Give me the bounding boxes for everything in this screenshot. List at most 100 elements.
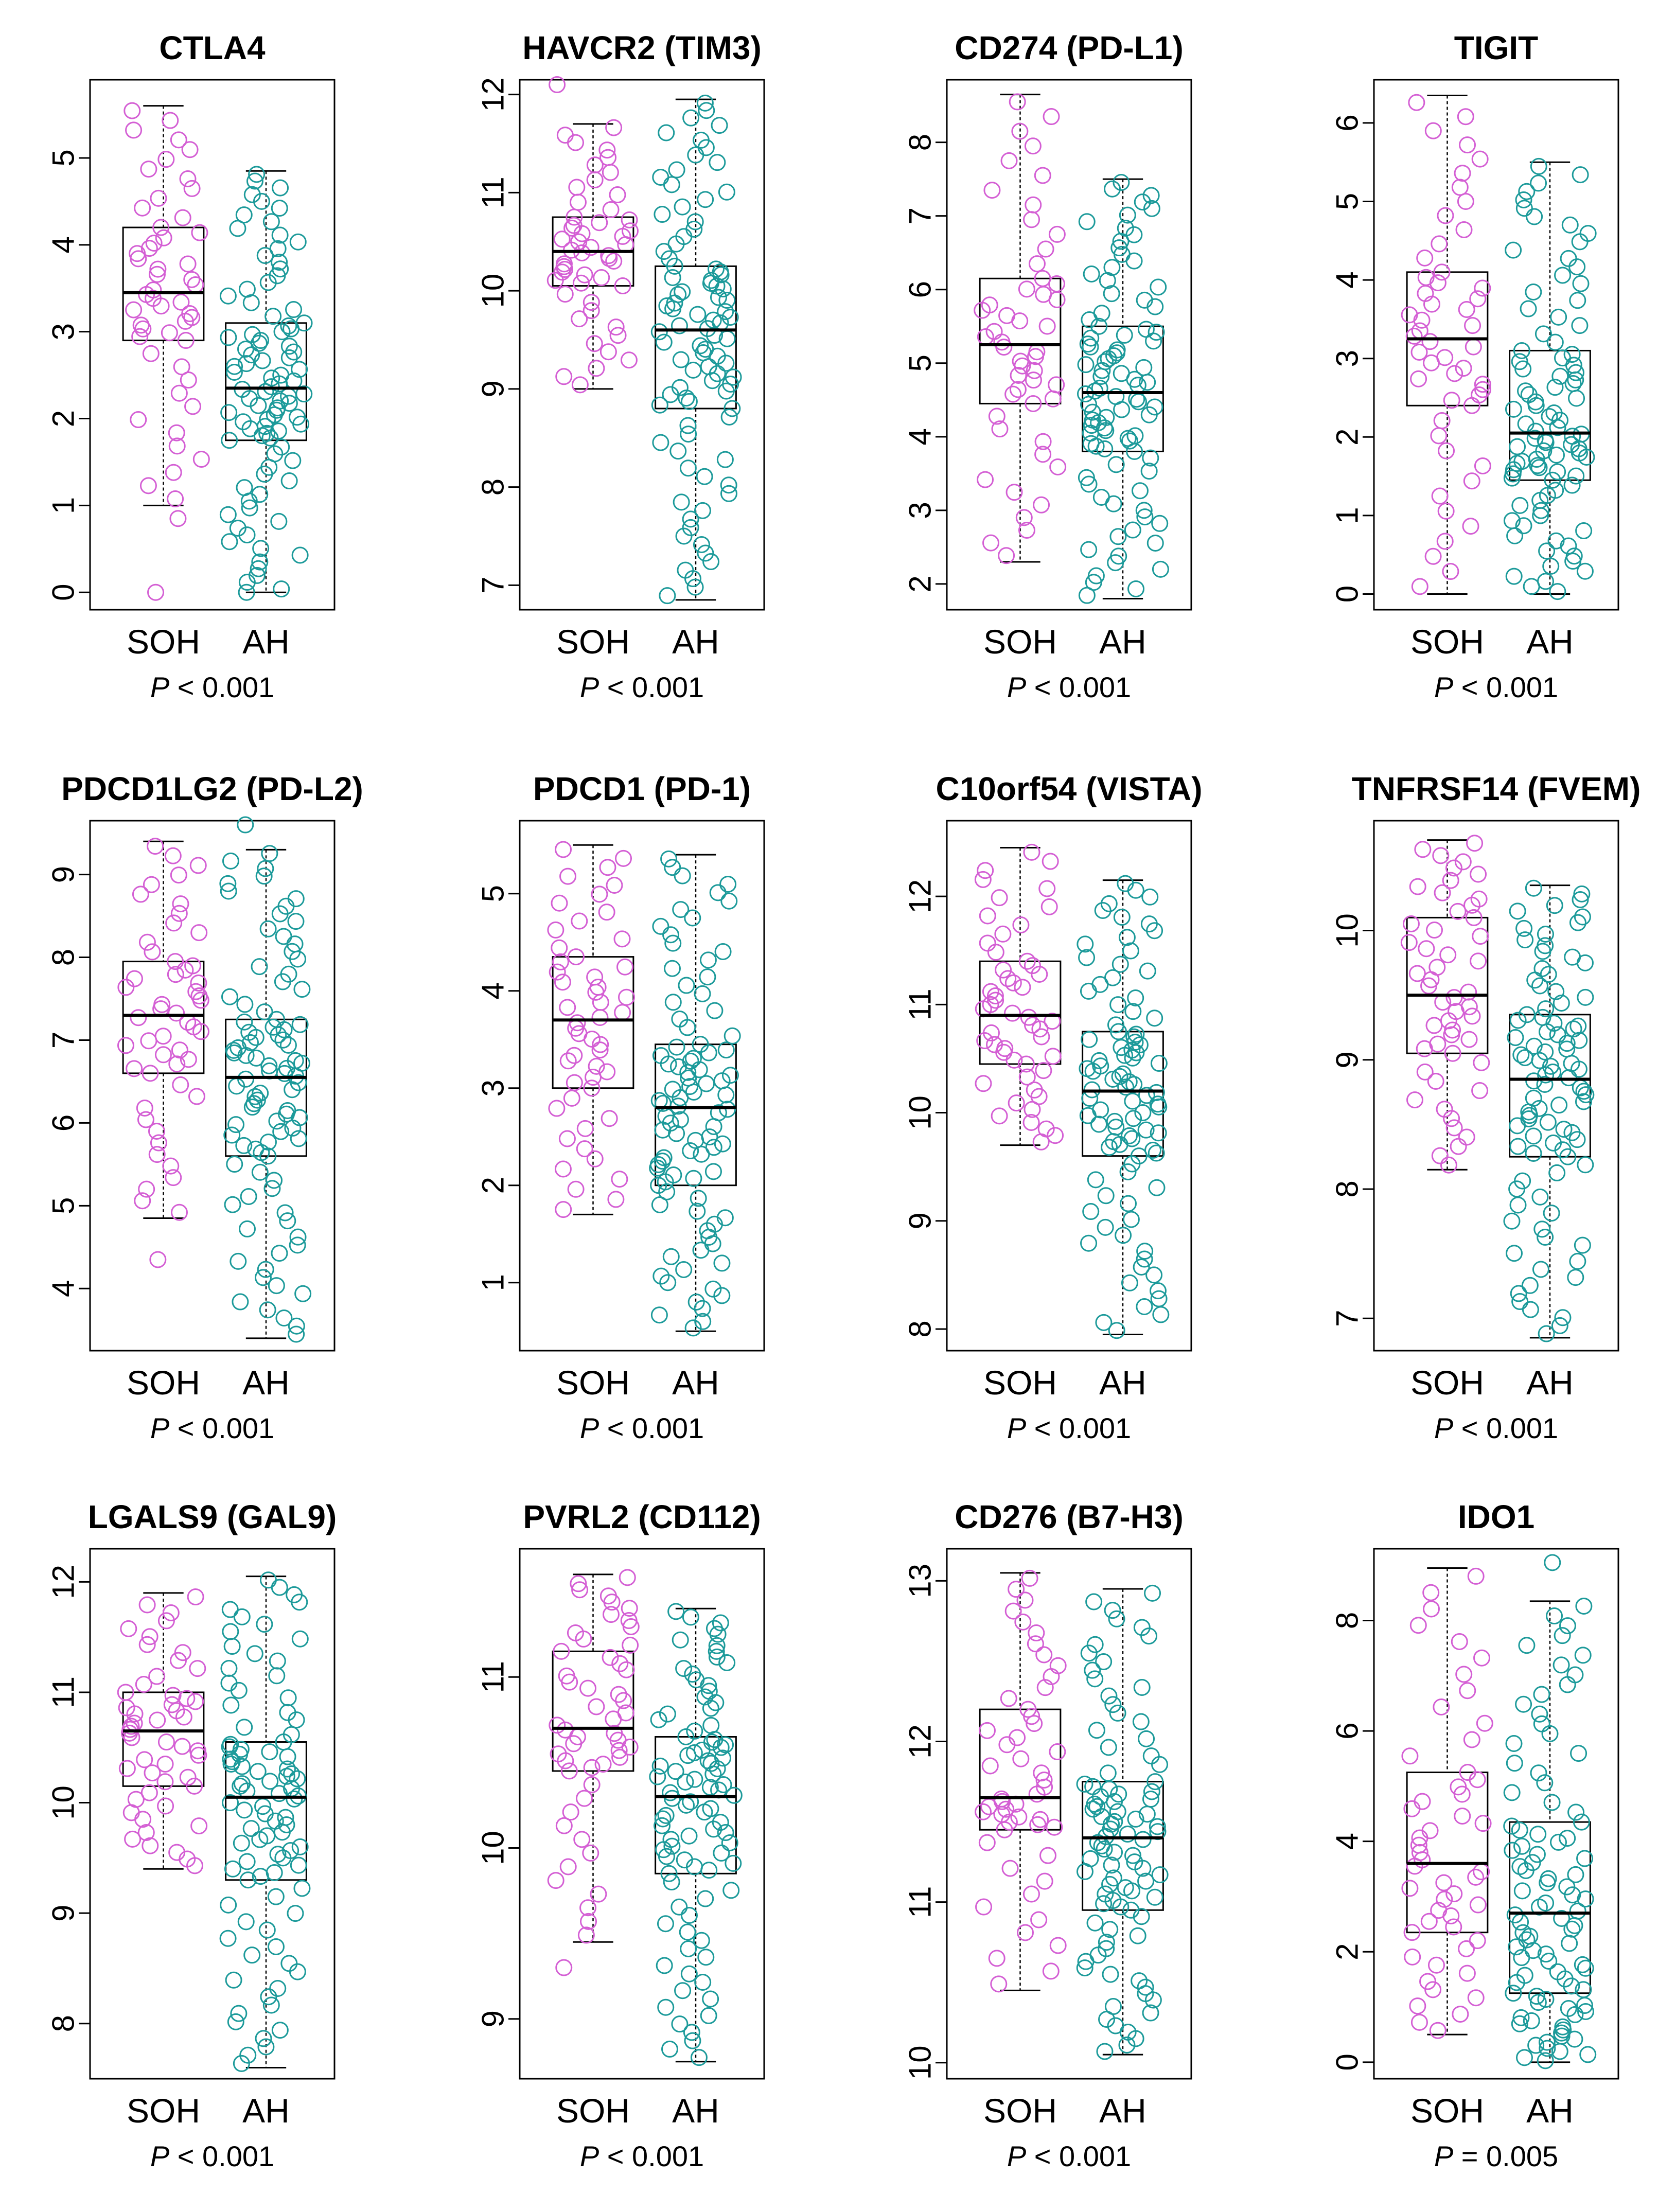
data-point	[982, 534, 1000, 552]
data-point	[1105, 1869, 1122, 1887]
data-point	[682, 1052, 699, 1070]
data-point	[134, 1192, 151, 1210]
data-point	[1137, 321, 1155, 338]
data-point	[1124, 1847, 1142, 1864]
data-point	[280, 965, 297, 983]
data-point	[1126, 427, 1144, 445]
category-label: SOH	[127, 623, 200, 661]
data-point	[1080, 982, 1097, 1000]
data-point	[1036, 1679, 1054, 1696]
data-point	[609, 327, 627, 344]
data-point	[621, 1738, 639, 1756]
data-point	[1124, 521, 1141, 539]
data-point	[1079, 1060, 1096, 1077]
data-point	[1454, 165, 1471, 182]
panel-title: TNFRSF14 (FVEM)	[1352, 770, 1641, 807]
data-point	[1084, 1778, 1102, 1795]
data-point	[170, 905, 188, 922]
data-point	[251, 486, 269, 503]
box-ah	[1077, 173, 1169, 604]
data-point	[682, 109, 700, 127]
data-point	[148, 1668, 166, 1685]
data-point	[1575, 1093, 1592, 1110]
data-point	[1560, 250, 1577, 267]
data-point	[273, 323, 291, 341]
data-point	[1538, 1325, 1555, 1342]
data-point	[260, 1988, 277, 2006]
data-point	[654, 1094, 672, 1112]
data-point	[183, 180, 201, 197]
data-point	[1515, 191, 1532, 208]
data-point	[692, 337, 709, 355]
data-point	[1445, 1885, 1463, 1903]
data-point	[555, 255, 573, 273]
data-point	[1038, 880, 1056, 897]
data-point	[1572, 275, 1590, 292]
data-point	[165, 1169, 182, 1187]
iqr-box	[225, 1741, 307, 1881]
y-tick-label: 8	[1330, 1180, 1365, 1197]
data-point	[1436, 1101, 1453, 1118]
data-point	[273, 580, 290, 598]
data-point	[552, 953, 569, 970]
data-point	[1569, 292, 1586, 309]
data-point	[712, 263, 729, 280]
data-point	[576, 266, 593, 284]
y-tick-label: 12	[903, 879, 938, 914]
data-point	[567, 1180, 585, 1198]
data-point	[250, 560, 267, 577]
data-point	[556, 286, 574, 303]
data-point	[1149, 1095, 1167, 1113]
data-point	[1145, 332, 1162, 350]
data-point	[167, 966, 184, 983]
data-point	[1109, 996, 1127, 1014]
data-point	[1043, 108, 1060, 126]
data-point	[1108, 341, 1126, 359]
iqr-box	[122, 961, 205, 1074]
data-point	[1136, 1243, 1154, 1260]
data-point	[1433, 1698, 1450, 1715]
data-point	[605, 252, 623, 270]
data-point	[618, 1661, 635, 1678]
data-point	[147, 583, 165, 601]
data-point	[611, 1748, 629, 1766]
data-point	[127, 1791, 145, 1808]
data-point	[268, 1667, 286, 1685]
data-point	[184, 957, 202, 975]
data-point	[1539, 1113, 1557, 1131]
data-point	[1413, 311, 1431, 329]
data-point	[1037, 1120, 1055, 1138]
data-point	[620, 1612, 638, 1630]
box-ah	[1503, 157, 1597, 600]
data-point	[987, 992, 1004, 1009]
data-point	[598, 904, 615, 921]
box-soh	[975, 1569, 1067, 1993]
data-point	[259, 1134, 277, 1151]
data-point	[554, 1160, 572, 1178]
data-point	[1429, 274, 1446, 292]
data-point	[995, 961, 1012, 979]
data-point	[1100, 1687, 1118, 1705]
data-point	[718, 183, 735, 201]
data-point	[220, 1896, 237, 1914]
data-point	[720, 409, 738, 426]
data-point	[1023, 843, 1040, 861]
data-point	[1035, 1646, 1053, 1664]
data-point	[1511, 2015, 1528, 2032]
data-point	[1113, 909, 1131, 926]
data-point	[1084, 411, 1101, 429]
data-point	[251, 553, 269, 571]
data-point	[1104, 1602, 1121, 1619]
data-point	[650, 1711, 667, 1728]
data-point	[719, 1101, 736, 1118]
data-point	[168, 424, 185, 441]
data-point	[1033, 496, 1050, 514]
data-point	[1133, 1619, 1151, 1636]
y-tick-label: 7	[476, 577, 510, 594]
data-point	[1104, 969, 1121, 986]
box-ah	[650, 94, 742, 605]
data-point	[1459, 1764, 1476, 1781]
data-point	[652, 168, 669, 186]
data-point	[652, 917, 669, 935]
p-value: P < 0.001	[580, 671, 704, 703]
